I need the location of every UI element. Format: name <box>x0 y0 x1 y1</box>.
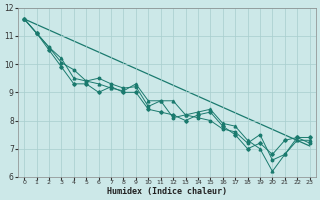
X-axis label: Humidex (Indice chaleur): Humidex (Indice chaleur) <box>107 187 227 196</box>
